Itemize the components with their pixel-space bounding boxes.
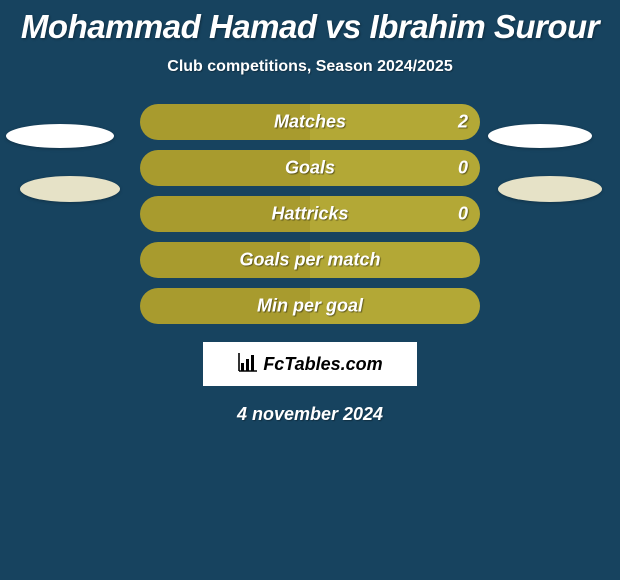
fctables-logo[interactable]: FcTables.com xyxy=(203,342,417,386)
comparison-card: Mohammad Hamad vs Ibrahim Surour Club co… xyxy=(0,0,620,580)
stat-label: Goals per match xyxy=(239,250,380,271)
stat-value: 2 xyxy=(458,112,468,133)
decorative-ellipse xyxy=(20,176,120,202)
page-title: Mohammad Hamad vs Ibrahim Surour xyxy=(0,0,620,46)
subtitle: Club competitions, Season 2024/2025 xyxy=(0,58,620,76)
bar-right xyxy=(310,150,480,186)
stat-row: Min per goal xyxy=(0,288,620,324)
stat-label: Matches xyxy=(274,112,346,133)
decorative-ellipse xyxy=(6,124,114,148)
stat-bar: Goals xyxy=(140,150,480,186)
stat-row: Hattricks 0 xyxy=(0,196,620,232)
stat-bar: Matches xyxy=(140,104,480,140)
date-text: 4 november 2024 xyxy=(0,404,620,425)
decorative-ellipse xyxy=(498,176,602,202)
stat-label: Min per goal xyxy=(257,296,363,317)
stat-value: 0 xyxy=(458,158,468,179)
decorative-ellipse xyxy=(488,124,592,148)
stat-row: Goals per match xyxy=(0,242,620,278)
stat-label: Goals xyxy=(285,158,335,179)
logo-text: FcTables.com xyxy=(263,354,382,375)
stat-label: Hattricks xyxy=(271,204,348,225)
stat-bar: Hattricks xyxy=(140,196,480,232)
stat-bar: Min per goal xyxy=(140,288,480,324)
stat-value: 0 xyxy=(458,204,468,225)
chart-icon xyxy=(237,351,259,378)
stat-bar: Goals per match xyxy=(140,242,480,278)
